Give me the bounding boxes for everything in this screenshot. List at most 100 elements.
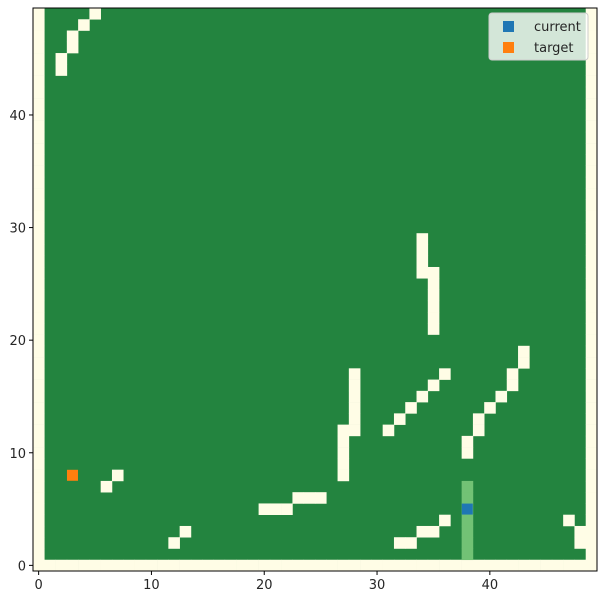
legend-label-target: target bbox=[534, 41, 574, 56]
wall-cell bbox=[484, 559, 496, 572]
wall-cell bbox=[33, 424, 45, 437]
trail-cell bbox=[461, 480, 474, 493]
trail-cell bbox=[461, 492, 474, 504]
wall-cell bbox=[168, 537, 180, 549]
wall-cell bbox=[348, 559, 361, 572]
wall-cell bbox=[585, 266, 598, 279]
wall-cell bbox=[585, 143, 598, 155]
wall-cell bbox=[585, 390, 598, 403]
wall-cell bbox=[585, 86, 598, 99]
wall-cell bbox=[563, 559, 575, 572]
wall-cell bbox=[66, 30, 79, 43]
wall-cell bbox=[269, 559, 282, 572]
legend-swatch-current bbox=[503, 21, 514, 32]
wall-cell bbox=[393, 537, 406, 549]
wall-cell bbox=[585, 368, 598, 380]
trail-cell bbox=[461, 548, 474, 561]
wall-cell bbox=[348, 390, 361, 403]
x-axis-ticks: 0 10 20 30 40 bbox=[34, 571, 498, 593]
wall-cell bbox=[33, 143, 45, 155]
wall-cell bbox=[33, 357, 45, 369]
wall-cell bbox=[518, 357, 530, 369]
wall-cell bbox=[179, 559, 192, 572]
wall-cell bbox=[585, 323, 598, 335]
wall-cell bbox=[348, 379, 361, 392]
wall-cell bbox=[416, 233, 429, 245]
wall-cell bbox=[585, 334, 598, 347]
wall-cell bbox=[33, 447, 45, 459]
wall-cell bbox=[33, 559, 45, 572]
legend-swatch-target bbox=[503, 42, 514, 53]
x-tick-label: 40 bbox=[482, 578, 499, 593]
wall-cell bbox=[145, 559, 158, 572]
wall-cell bbox=[416, 244, 429, 257]
wall-cell bbox=[326, 559, 338, 572]
wall-cell bbox=[405, 559, 417, 572]
wall-cell bbox=[585, 537, 598, 549]
wall-cell bbox=[506, 559, 519, 572]
wall-cell bbox=[551, 559, 564, 572]
trail-cell bbox=[461, 514, 474, 527]
wall-cell bbox=[439, 559, 451, 572]
wall-cell bbox=[574, 559, 587, 572]
target-marker bbox=[66, 469, 78, 481]
wall-cell bbox=[585, 30, 598, 43]
wall-cell bbox=[585, 312, 598, 324]
wall-cell bbox=[585, 300, 598, 313]
wall-cell bbox=[281, 503, 293, 515]
wall-cell bbox=[157, 559, 169, 572]
wall-cell bbox=[66, 41, 79, 54]
wall-cell bbox=[33, 390, 45, 403]
wall-cell bbox=[585, 109, 598, 121]
wall-cell bbox=[258, 559, 271, 572]
wall-cell bbox=[518, 559, 530, 572]
wall-cell bbox=[585, 469, 598, 482]
wall-cell bbox=[33, 255, 45, 268]
wall-cell bbox=[585, 41, 598, 54]
wall-cell bbox=[78, 559, 90, 572]
wall-cell bbox=[427, 379, 440, 392]
wall-cell bbox=[585, 233, 598, 245]
wall-cell bbox=[33, 345, 45, 358]
wall-cell bbox=[495, 390, 508, 403]
wall-cell bbox=[360, 559, 372, 572]
wall-cell bbox=[337, 424, 350, 437]
wall-cell bbox=[461, 559, 474, 572]
wall-cell bbox=[303, 559, 316, 572]
wall-cell bbox=[585, 525, 598, 538]
path-trail bbox=[461, 480, 474, 561]
wall-cell bbox=[337, 458, 350, 470]
wall-cell bbox=[236, 559, 248, 572]
wall-cell bbox=[33, 221, 45, 234]
wall-cell bbox=[33, 435, 45, 448]
wall-cell bbox=[33, 368, 45, 380]
wall-cell bbox=[100, 559, 113, 572]
legend: current target bbox=[488, 12, 589, 61]
wall-cell bbox=[179, 525, 192, 538]
wall-cell bbox=[585, 447, 598, 459]
plot-frame bbox=[32, 7, 598, 572]
wall-cell bbox=[55, 559, 68, 572]
y-tick-label: 30 bbox=[9, 222, 26, 237]
wall-cell bbox=[33, 64, 45, 76]
wall-cell bbox=[44, 559, 56, 572]
wall-cell bbox=[33, 109, 45, 121]
wall-cell bbox=[33, 402, 45, 414]
map-cells bbox=[33, 8, 598, 572]
wall-cell bbox=[585, 165, 598, 178]
wall-cell bbox=[33, 98, 45, 110]
wall-cell bbox=[348, 368, 361, 380]
wall-cell bbox=[585, 210, 598, 223]
wall-cell bbox=[585, 221, 598, 234]
wall-cell bbox=[33, 413, 45, 425]
wall-cell bbox=[585, 480, 598, 493]
wall-cell bbox=[55, 64, 68, 76]
current-marker bbox=[461, 503, 473, 515]
wall-cell bbox=[585, 188, 598, 200]
wall-cell bbox=[303, 492, 316, 504]
wall-cell bbox=[393, 559, 406, 572]
wall-cell bbox=[585, 379, 598, 392]
wall-cell bbox=[439, 368, 451, 380]
wall-cell bbox=[66, 559, 79, 572]
